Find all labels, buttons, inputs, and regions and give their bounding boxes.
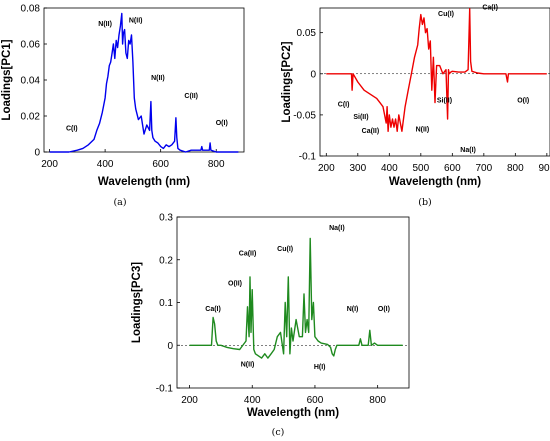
annotation-label: N(II)	[416, 126, 430, 133]
x-tick-label: 800	[208, 159, 225, 170]
x-tick-label: 800	[369, 395, 386, 406]
annotation-label: Cu(I)	[438, 11, 454, 18]
y-tick-label: -0.1	[156, 384, 174, 395]
y-axis-label: Loadings[PC3]	[131, 262, 143, 343]
y-tick-label: -0.1	[299, 152, 317, 163]
y-axis-label: Loadings[PC1]	[1, 39, 13, 120]
annotation-label: O(I)	[378, 306, 390, 313]
panel-caption: (a)	[113, 197, 126, 208]
x-tick-label: 200	[181, 395, 198, 406]
chart-a: 200 400 600 800 0 0.02 0.04 0.06 0.08 C(I) N(II) N(…	[1, 4, 245, 208]
x-tick-label: 400	[381, 163, 398, 174]
x-tick-label: 600	[307, 395, 324, 406]
y-tick-label: 0.08	[21, 4, 41, 15]
y-tick-label: 0.04	[21, 76, 41, 87]
x-axis-label: Wavelength (nm)	[98, 176, 190, 188]
y-tick-label: 0.2	[159, 255, 173, 266]
annotation-label: O(I)	[216, 120, 228, 127]
annotation-label: N(II)	[151, 75, 165, 82]
y-tick-label: 0.3	[159, 213, 173, 224]
y-tick-label: 0.1	[159, 298, 173, 309]
chart-b: 200 300 400 500 600 700 800 900 -0.1 -0.05 0 0.05 C(…	[281, 5, 550, 208]
y-tick-label: 0.05	[297, 28, 317, 39]
annotation-label: O(II)	[228, 280, 242, 287]
y-tick-label: -0.05	[293, 110, 316, 121]
annotation-label: Si(II)	[437, 98, 452, 105]
x-tick-label: 600	[152, 159, 169, 170]
annotation-label: N(II)	[129, 17, 143, 24]
annotation-label: Na(I)	[329, 225, 345, 232]
annotation-label: H(I)	[314, 364, 326, 371]
x-tick-label: 700	[475, 163, 492, 174]
x-tick-label: 400	[97, 159, 114, 170]
x-tick-label: 200	[318, 163, 335, 174]
series-line-c-0	[189, 237, 403, 359]
x-tick-label: 800	[507, 163, 524, 174]
annotation-label: C(II)	[184, 93, 198, 100]
annotation-label: N(I)	[347, 306, 359, 313]
annotation-label: Ca(I)	[482, 5, 498, 12]
x-tick-label: 900	[539, 163, 550, 174]
annotation-label: C(I)	[338, 102, 350, 109]
x-tick-label: 600	[444, 163, 461, 174]
x-tick-label: 200	[41, 159, 58, 170]
annotation-label: N(II)	[98, 21, 112, 28]
series-line-b-0	[326, 8, 547, 133]
y-tick-label: 0	[34, 148, 40, 159]
y-axis-label: Loadings[PC2]	[281, 41, 293, 122]
x-axis-label: Wavelength (nm)	[389, 176, 481, 188]
annotation-label: Ca(II)	[362, 128, 380, 135]
annotation-label: Cu(I)	[277, 246, 293, 253]
plot-frame	[176, 216, 410, 389]
annotation-label: Ca(I)	[205, 306, 221, 313]
x-tick-label: 400	[244, 395, 261, 406]
x-tick-label: 500	[412, 163, 429, 174]
y-tick-label: 0	[167, 341, 173, 352]
x-tick-label: 300	[349, 163, 366, 174]
y-tick-label: 0.06	[21, 40, 41, 51]
annotation-label: O(I)	[517, 98, 529, 105]
annotation-label: C(I)	[66, 125, 78, 132]
annotation-label: N(II)	[241, 362, 255, 369]
panel-caption: (c)	[272, 427, 285, 438]
annotation-label: Si(II)	[353, 114, 368, 121]
x-axis-label: Wavelength (nm)	[247, 407, 339, 419]
annotation-label: Na(I)	[460, 147, 476, 154]
series-line-a-0	[49, 12, 239, 153]
y-tick-label: 0.02	[21, 112, 41, 123]
annotation-label: Ca(II)	[239, 250, 257, 257]
plot-frame	[319, 7, 550, 157]
panel-caption: (b)	[418, 197, 432, 208]
y-tick-label: 0	[310, 69, 316, 80]
chart-c: 200 400 600 800 -0.1 0 0.1 0.2 0.3 Ca(I) O(II) Ca(I…	[131, 213, 410, 438]
